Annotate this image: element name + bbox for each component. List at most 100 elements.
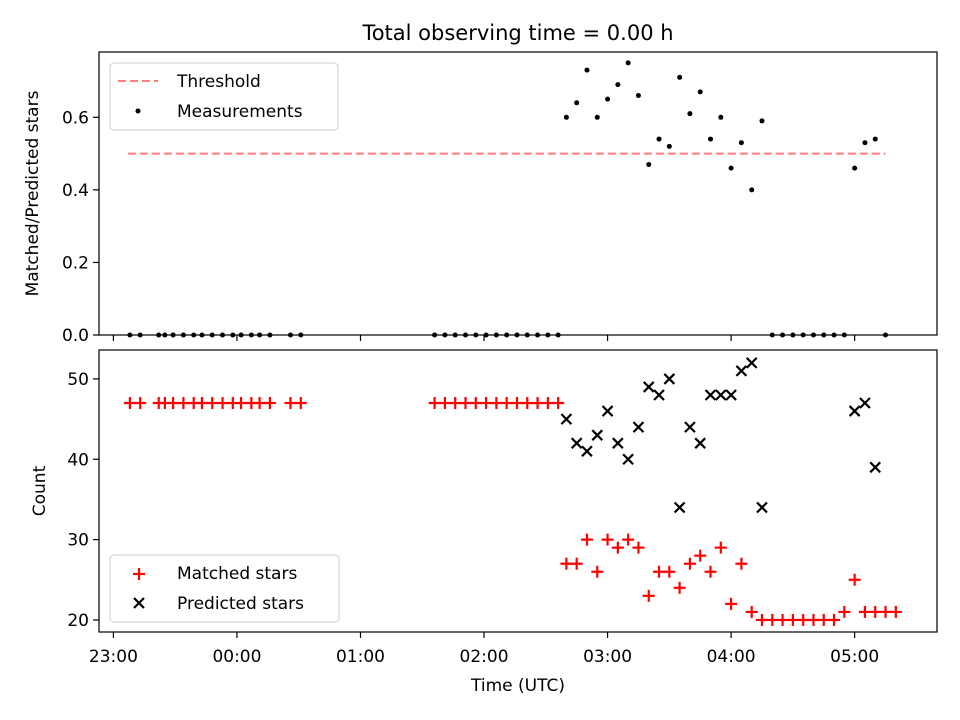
matched-star-point bbox=[601, 533, 614, 546]
bot-y-tick-label: 30 bbox=[67, 531, 89, 551]
measurement-point bbox=[687, 111, 693, 117]
predicted-star-point bbox=[560, 413, 573, 425]
predicted-star-point bbox=[653, 389, 665, 401]
matched-star-point bbox=[838, 605, 851, 618]
matched-star-point bbox=[611, 541, 624, 554]
bottom-legend: Matched stars Predicted stars bbox=[109, 554, 340, 623]
predicted-star-point bbox=[591, 429, 604, 441]
measurement-point bbox=[749, 187, 755, 193]
x-tick-label: 23:00 bbox=[89, 647, 138, 667]
x-tick-label: 02:00 bbox=[460, 647, 509, 667]
predicted-star-point bbox=[622, 453, 634, 466]
matched-star-point bbox=[828, 613, 841, 626]
matched-star-point bbox=[642, 589, 655, 602]
bot-y-tick-label: 20 bbox=[67, 611, 89, 631]
top-panel: 0.0 0.2 0.4 0.6 Matched/Predicted stars Thr… bbox=[23, 51, 938, 346]
matched-star-point bbox=[745, 605, 758, 618]
legend-threshold-label: Threshold bbox=[176, 72, 261, 92]
matched-star-point bbox=[449, 397, 462, 410]
legend-predicted-label: Predicted stars bbox=[177, 594, 304, 614]
matched-star-point bbox=[570, 557, 583, 570]
matched-star-point bbox=[694, 549, 707, 562]
measurement-point bbox=[635, 93, 641, 99]
predicted-star-point bbox=[725, 389, 737, 401]
matched-star-point bbox=[459, 397, 472, 410]
top-y-tick-label: 0.2 bbox=[62, 253, 89, 273]
measurement-point bbox=[677, 74, 683, 80]
matched-star-point bbox=[858, 605, 871, 618]
predicted-star-point bbox=[848, 405, 861, 417]
matched-star-point bbox=[653, 565, 666, 578]
matched-star-point bbox=[879, 605, 892, 618]
matched-star-point bbox=[735, 557, 748, 570]
bottom-panel: 20 30 40 50 23:00 00:00 01:00 02:00 03:00 04:00 0… bbox=[30, 349, 938, 696]
matched-star-point bbox=[591, 565, 604, 578]
measurement-point bbox=[759, 118, 765, 124]
bottom-y-axis-label: Count bbox=[30, 465, 50, 516]
bottom-legend-box bbox=[109, 554, 340, 623]
x-tick-label: 03:00 bbox=[583, 647, 632, 667]
bottom-axes-frame bbox=[98, 349, 938, 633]
predicted-star-point bbox=[694, 437, 706, 449]
predicted-star-point bbox=[704, 389, 717, 401]
matched-star-point bbox=[428, 397, 441, 410]
predicted-star-point bbox=[632, 421, 645, 433]
x-axis-label: Time (UTC) bbox=[470, 676, 565, 696]
chart-title: Total observing time = 0.00 h bbox=[361, 21, 673, 45]
bot-y-tick-label: 50 bbox=[67, 370, 89, 390]
matched-star-point bbox=[714, 541, 727, 554]
predicted-star-point bbox=[684, 421, 696, 433]
measurement-point bbox=[666, 143, 672, 149]
measurement-point bbox=[852, 165, 858, 171]
matched-star-point bbox=[123, 397, 136, 410]
measurement-point bbox=[862, 140, 868, 146]
matched-star-point bbox=[469, 397, 482, 410]
matched-star-point bbox=[704, 565, 717, 578]
matched-star-point bbox=[869, 605, 882, 618]
matched-star-point bbox=[797, 613, 810, 626]
top-y-axis-label: Matched/Predicted stars bbox=[23, 90, 43, 296]
matched-star-point bbox=[673, 581, 686, 594]
bottom-plot-area bbox=[123, 357, 902, 626]
top-legend: Threshold Measurements bbox=[109, 62, 339, 131]
legend-matched-label: Matched stars bbox=[177, 564, 297, 584]
legend-measurements-label: Measurements bbox=[177, 102, 303, 122]
bottom-y-ticks: 20 30 40 50 bbox=[67, 370, 99, 631]
predicted-star-point bbox=[612, 437, 624, 449]
measurement-point bbox=[646, 161, 652, 167]
measurement-point bbox=[605, 96, 611, 102]
matched-star-point bbox=[580, 533, 593, 546]
measurement-point bbox=[584, 67, 590, 73]
matched-star-point bbox=[531, 397, 544, 410]
measurement-point bbox=[708, 136, 714, 142]
top-x-ticks bbox=[112, 335, 856, 341]
matched-star-point bbox=[510, 397, 523, 410]
matched-star-point bbox=[177, 397, 190, 410]
predicted-star-point bbox=[745, 357, 758, 369]
measurement-point bbox=[728, 165, 734, 171]
measurement-point bbox=[625, 60, 631, 66]
top-y-tick-label: 0.6 bbox=[62, 108, 89, 128]
matched-star-point bbox=[848, 573, 861, 586]
top-y-tick-label: 0.4 bbox=[62, 181, 89, 201]
top-y-tick-label: 0.0 bbox=[62, 326, 89, 346]
measurement-point bbox=[563, 114, 569, 120]
matched-star-point bbox=[216, 397, 229, 410]
predicted-star-point bbox=[601, 405, 614, 417]
matched-star-point bbox=[776, 613, 789, 626]
matched-star-point bbox=[817, 613, 830, 626]
matched-star-point bbox=[560, 557, 573, 570]
measurement-point bbox=[718, 114, 724, 120]
bot-y-tick-label: 40 bbox=[67, 450, 89, 470]
measurement-point bbox=[615, 82, 621, 88]
matched-star-point bbox=[766, 613, 779, 626]
predicted-star-point bbox=[869, 461, 882, 474]
matched-star-point bbox=[807, 613, 820, 626]
matched-star-point bbox=[480, 397, 493, 410]
matched-star-point bbox=[284, 397, 297, 410]
matched-star-point bbox=[622, 533, 635, 546]
top-y-ticks: 0.0 0.2 0.4 0.6 bbox=[62, 108, 99, 346]
matched-star-point bbox=[755, 613, 768, 626]
measurement-point bbox=[594, 114, 600, 120]
measurement-point bbox=[656, 136, 662, 142]
